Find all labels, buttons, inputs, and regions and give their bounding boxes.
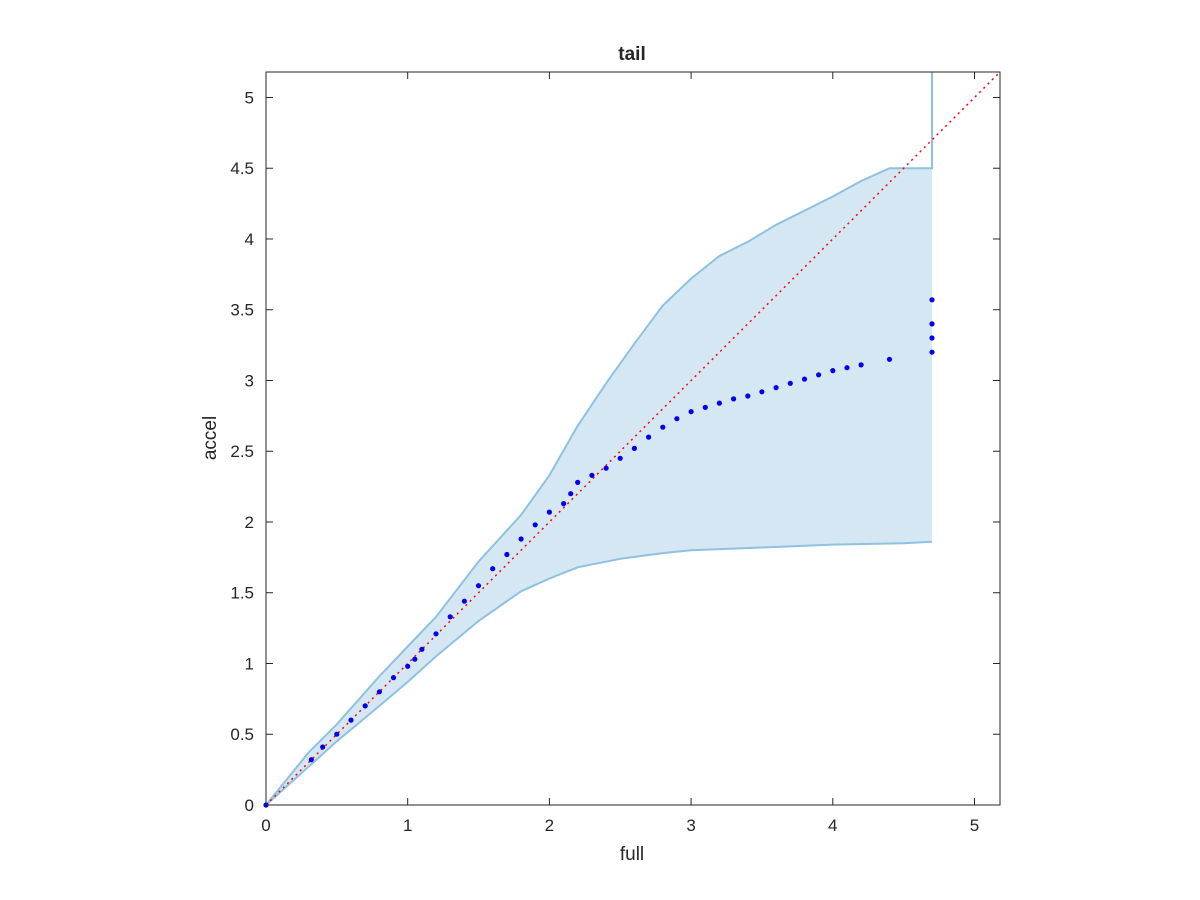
data-point [929, 335, 935, 341]
confidence-band [266, 168, 932, 805]
data-point [546, 509, 553, 515]
data-point [844, 365, 850, 371]
data-point [702, 404, 708, 410]
data-point [575, 479, 581, 485]
data-point [561, 501, 567, 507]
data-point [731, 396, 737, 402]
y-tick-label: 5 [245, 88, 254, 107]
y-tick-label: 2.5 [230, 442, 254, 461]
data-point [929, 297, 935, 303]
data-point [816, 372, 822, 378]
data-point [660, 424, 666, 430]
data-point [646, 434, 652, 440]
x-tick-label: 5 [970, 816, 979, 835]
y-axis-title: accel [200, 416, 221, 460]
x-tick-label: 3 [686, 816, 695, 835]
y-tick-label: 0.5 [230, 725, 254, 744]
y-tick-label: 0 [245, 796, 254, 815]
data-point [716, 400, 723, 406]
data-point [390, 675, 397, 681]
data-point [787, 380, 793, 386]
y-tick-label: 2 [245, 513, 254, 532]
data-point [308, 757, 314, 763]
data-point [461, 598, 467, 604]
data-point [688, 409, 694, 415]
axis-ticks: 0 1 2 3 4 5 0 0.5 1 1.5 2 2.5 3 3.5 4 4.5 5 [230, 72, 1000, 835]
x-axis-title: full [620, 844, 644, 865]
data-point [348, 717, 354, 723]
data-point [490, 566, 496, 572]
y-tick-label: 3.5 [230, 301, 254, 320]
data-point [858, 362, 864, 368]
data-point [362, 703, 368, 709]
x-tick-label: 4 [828, 816, 837, 835]
y-tick-label: 3 [245, 371, 254, 390]
data-point [603, 465, 609, 471]
y-tick-label: 4.5 [230, 159, 254, 178]
data-point [929, 321, 935, 327]
data-point [568, 491, 574, 497]
chart-title: tail [618, 44, 645, 65]
plot-area [263, 71, 1001, 808]
reference-line [265, 71, 1001, 806]
data-point [631, 445, 638, 451]
data-point [830, 368, 836, 374]
x-tick-label: 2 [545, 816, 554, 835]
data-point [447, 614, 453, 620]
x-tick-label: 1 [403, 816, 412, 835]
data-point [589, 472, 595, 478]
data-point [929, 349, 935, 355]
data-point [759, 389, 765, 395]
data-point [320, 744, 326, 750]
y-tick-label: 1.5 [230, 584, 254, 603]
y-tick-label: 1 [245, 654, 254, 673]
data-point [773, 385, 779, 391]
data-point [412, 656, 418, 662]
data-point [419, 646, 425, 652]
data-point [617, 455, 623, 461]
y-tick-label: 4 [245, 230, 254, 249]
data-point [518, 536, 524, 542]
data-point [801, 376, 808, 382]
data-point [475, 583, 482, 589]
data-point [504, 551, 510, 558]
data-point [886, 356, 893, 362]
upper-envelope-line [265, 72, 933, 806]
data-point [405, 663, 411, 669]
data-point [674, 416, 680, 422]
data-point [334, 731, 340, 737]
data-point [532, 522, 538, 528]
data-point [745, 393, 751, 399]
axes-box [265, 71, 1001, 806]
data-point [433, 631, 439, 637]
x-tick-label: 0 [261, 816, 270, 835]
lower-envelope-line [265, 540, 933, 806]
data-point [376, 689, 382, 695]
